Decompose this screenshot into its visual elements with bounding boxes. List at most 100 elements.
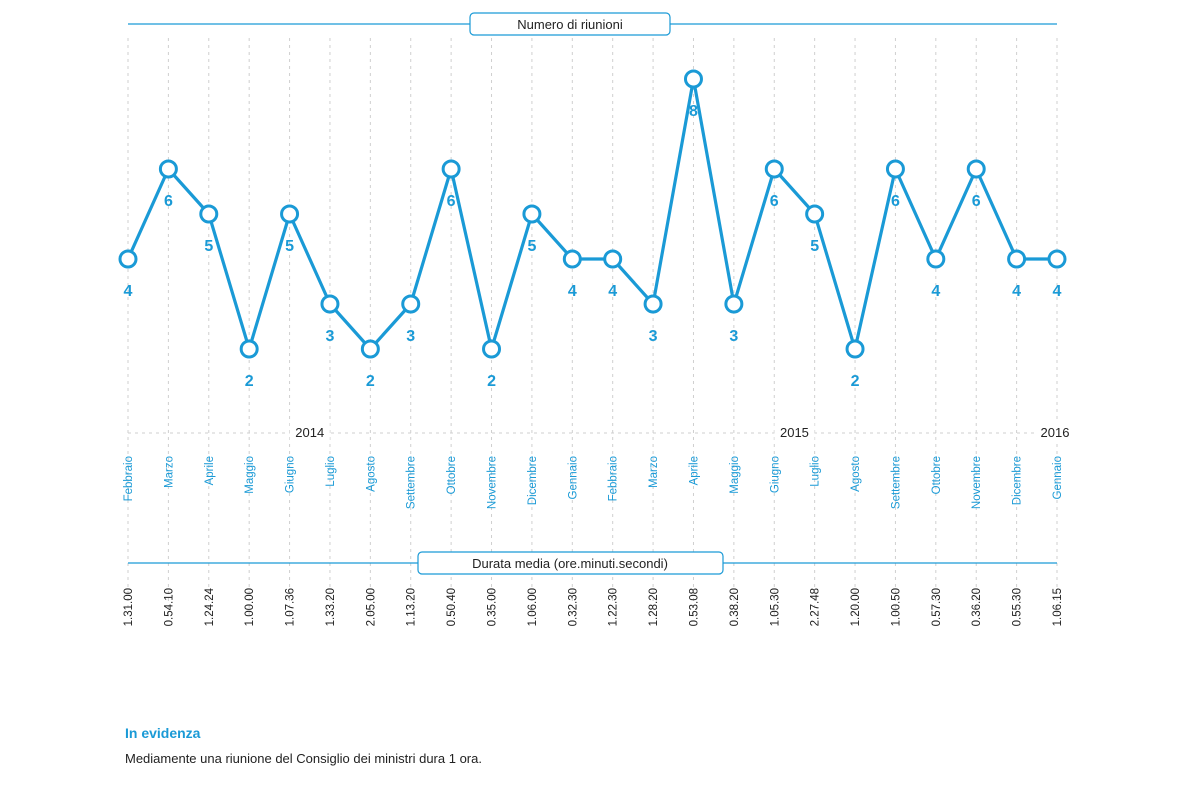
data-point [360,339,380,359]
data-label: 5 [810,238,819,255]
data-point [683,69,703,89]
data-label: 5 [527,238,536,255]
duration-label: 1.22.30 [608,588,620,626]
year-label-bg [289,423,330,441]
duration-label: 0.32.30 [567,588,579,626]
highlight-title: In evidenza [125,725,201,741]
duration-label: 0.36.20 [971,588,983,626]
data-label: 3 [649,328,658,345]
data-label: 4 [124,283,133,300]
data-point [885,159,905,179]
series-line [126,77,1057,351]
duration-title-box [417,551,724,575]
data-point [482,339,502,359]
duration-label: 0.38.20 [729,588,741,626]
data-point [158,159,178,179]
data-label: 5 [204,238,213,255]
month-label: Dicembre [527,456,539,505]
duration-label: 0.35.00 [487,588,499,626]
month-label: Settembre [406,456,418,509]
duration-label: 1.24.24 [204,587,216,626]
data-point [239,339,259,359]
year-label: 2014 [295,425,324,440]
data-point [320,294,340,314]
data-label: 8 [689,103,698,120]
data-label: 3 [729,328,738,345]
data-label: 4 [608,283,617,300]
duration-label: 0.57.30 [931,588,943,626]
duration-label: 0.50.40 [446,588,458,626]
highlight-text: Mediamente una riunione del Consiglio de… [125,751,482,766]
month-label: Settembre [890,456,902,509]
data-label: 6 [447,193,456,210]
data-point [805,204,825,224]
month-label: Marzo [648,456,660,488]
month-label: Dicembre [1012,456,1024,505]
month-label: Luglio [325,456,337,487]
month-label: Marzo [163,456,175,488]
data-point [724,294,744,314]
duration-label: 1.28.20 [648,588,660,626]
month-label: Giugno [285,456,297,493]
duration-label: 1.00.50 [890,588,902,626]
data-label: 2 [245,373,254,390]
month-label: Luglio [810,456,822,487]
data-point [643,294,663,314]
data-point [1007,249,1027,269]
chart-title: Numero di riunioni [517,17,623,32]
month-label: Novembre [971,456,983,509]
data-label: 2 [487,373,496,390]
data-label: 2 [851,373,860,390]
data-label: 2 [366,373,375,390]
month-label: Febbraio [608,456,620,501]
month-label: Aprile [204,456,216,485]
duration-label: 0.53.08 [688,588,700,626]
month-label: Maggio [244,456,256,494]
month-label: Agosto [365,456,377,492]
month-label: Febbraio [123,456,135,501]
data-label: 6 [164,193,173,210]
data-label: 6 [770,193,779,210]
duration-label: 1.20.00 [850,588,862,626]
month-label: Gennaio [1052,456,1064,499]
year-label: 2015 [780,425,809,440]
data-point [522,204,542,224]
data-point [926,249,946,269]
data-label: 4 [1012,283,1021,300]
data-label: 3 [406,328,415,345]
data-point [966,159,986,179]
data-point [1047,249,1067,269]
duration-label: 0.54.10 [163,588,175,626]
data-point [401,294,421,314]
data-label: 3 [326,328,335,345]
year-label-bg [1035,423,1075,441]
data-point [562,249,582,269]
duration-title: Durata media (ore.minuti.secondi) [472,556,668,571]
month-label: Ottobre [446,456,458,494]
duration-label: 1.07.36 [285,588,297,626]
duration-label: 1.06.00 [527,588,539,626]
title-box [469,12,671,36]
month-label: Giugno [769,456,781,493]
year-label: 2016 [1041,425,1070,440]
data-label: 4 [931,283,940,300]
duration-label: 1.00.00 [244,588,256,626]
data-point [118,249,138,269]
data-point [441,159,461,179]
duration-label: 1.05.30 [769,588,781,626]
month-label: Gennaio [567,456,579,499]
data-point [845,339,865,359]
data-point [603,249,623,269]
duration-label: 2.27.48 [810,588,822,626]
data-point [764,159,784,179]
data-label: 6 [891,193,900,210]
data-label: 4 [1053,283,1062,300]
duration-label: 1.33.20 [325,588,337,626]
month-label: Agosto [850,456,862,492]
duration-label: 0.55.30 [1012,588,1024,626]
month-label: Aprile [688,456,700,485]
duration-label: 2.05.00 [365,588,377,626]
data-label: 5 [285,238,294,255]
duration-label: 1.06.15 [1052,588,1064,626]
data-label: 4 [568,283,577,300]
